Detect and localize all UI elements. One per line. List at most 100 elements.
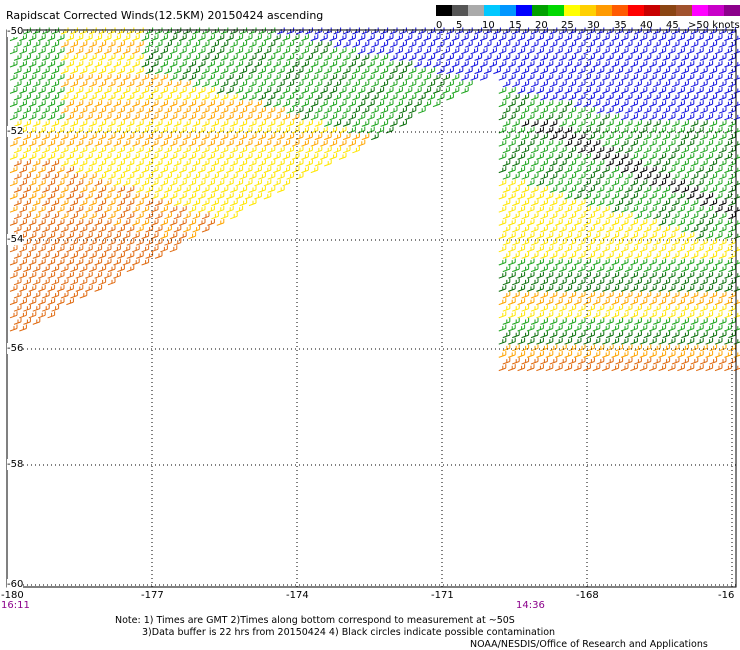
wind-barb — [577, 357, 586, 365]
wind-barb — [211, 27, 219, 35]
wind-barb — [624, 119, 633, 127]
wind-barb — [653, 344, 661, 352]
wind-barb — [709, 67, 718, 75]
wind-barb — [555, 60, 563, 68]
wind-barb — [418, 27, 426, 35]
wind-barb — [320, 34, 328, 42]
wind-barb — [60, 251, 69, 259]
wind-barb — [602, 126, 610, 134]
wind-barb — [602, 47, 610, 55]
wind-barb — [696, 284, 704, 292]
wind-barb — [94, 205, 103, 213]
legend-swatch — [564, 5, 580, 16]
wind-barb — [718, 212, 727, 220]
wind-barb — [70, 53, 78, 61]
wind-barb — [653, 106, 661, 114]
wind-barb — [19, 311, 27, 319]
wind-barb — [540, 251, 548, 259]
wind-barb — [577, 93, 586, 101]
wind-barb — [540, 159, 548, 167]
wind-barb — [150, 126, 159, 134]
wind-barb — [596, 53, 605, 61]
wind-barb — [329, 100, 338, 108]
wind-barb — [517, 258, 526, 266]
wind-barb — [395, 100, 403, 108]
wind-barb — [549, 199, 558, 207]
wind-barb — [521, 53, 530, 61]
wind-barb — [521, 67, 530, 75]
wind-barb — [348, 113, 356, 121]
wind-barb — [564, 166, 573, 174]
wind-barb — [154, 238, 163, 246]
wind-barb — [620, 245, 629, 253]
wind-barb — [28, 232, 37, 240]
wind-barb — [414, 86, 422, 94]
wind-barb — [620, 258, 629, 266]
wind-barb — [56, 86, 65, 94]
wind-barb — [56, 179, 65, 187]
wind-barb — [705, 258, 714, 266]
wind-barb — [696, 311, 704, 319]
wind-barb — [9, 284, 18, 292]
wind-barb — [498, 218, 507, 226]
wind-barb — [690, 172, 699, 180]
wind-barb — [113, 205, 121, 213]
wind-barb — [164, 106, 172, 114]
wind-barb — [602, 60, 610, 68]
wind-barb — [348, 60, 356, 68]
wind-barb — [549, 304, 558, 312]
wind-barb — [705, 324, 714, 332]
wind-barb — [508, 364, 516, 372]
wind-barb — [141, 192, 150, 200]
wind-barb — [389, 67, 398, 75]
wind-barb — [658, 100, 667, 108]
wind-barb — [724, 364, 732, 372]
wind-barb — [564, 364, 573, 372]
wind-barb — [498, 192, 507, 200]
wind-barb — [60, 212, 69, 220]
wind-barb — [216, 166, 225, 174]
wind-barb — [154, 185, 163, 193]
wind-barb — [630, 100, 638, 108]
wind-barb — [220, 146, 229, 154]
wind-barb — [408, 67, 417, 75]
wind-barb — [301, 86, 309, 94]
wind-barb — [126, 238, 135, 246]
wind-barb — [493, 40, 501, 48]
wind-barb — [587, 146, 595, 154]
wind-barb — [677, 126, 685, 134]
wind-barb — [179, 166, 187, 174]
wind-barb — [60, 159, 69, 167]
wind-barb — [132, 258, 140, 266]
wind-barb — [197, 192, 206, 200]
wind-barb — [75, 205, 84, 213]
wind-barb — [126, 159, 135, 167]
wind-barb — [568, 317, 577, 325]
wind-barb — [714, 73, 723, 81]
wind-barb — [709, 212, 718, 220]
wind-barb — [498, 47, 507, 55]
wind-barb — [536, 271, 544, 279]
wind-barb — [479, 73, 488, 81]
wind-barb — [718, 133, 727, 141]
wind-barb — [103, 34, 112, 42]
wind-barb — [502, 172, 511, 180]
wind-barb — [263, 100, 272, 108]
wind-barb — [248, 106, 257, 114]
wind-barb — [160, 100, 168, 108]
wind-barb — [677, 73, 685, 81]
wind-barb — [47, 166, 56, 174]
wind-barb — [611, 218, 620, 226]
wind-barb — [79, 159, 88, 167]
wind-barb — [611, 139, 620, 147]
wind-barb — [705, 284, 714, 292]
wind-barb — [145, 212, 154, 220]
wind-barb — [615, 291, 624, 299]
wind-barb — [681, 357, 689, 365]
wind-barb — [423, 73, 432, 81]
wind-barb — [587, 304, 595, 312]
wind-barb — [587, 40, 595, 48]
wind-barb — [89, 40, 97, 48]
wind-barb — [51, 238, 60, 246]
wind-barb — [705, 218, 714, 226]
